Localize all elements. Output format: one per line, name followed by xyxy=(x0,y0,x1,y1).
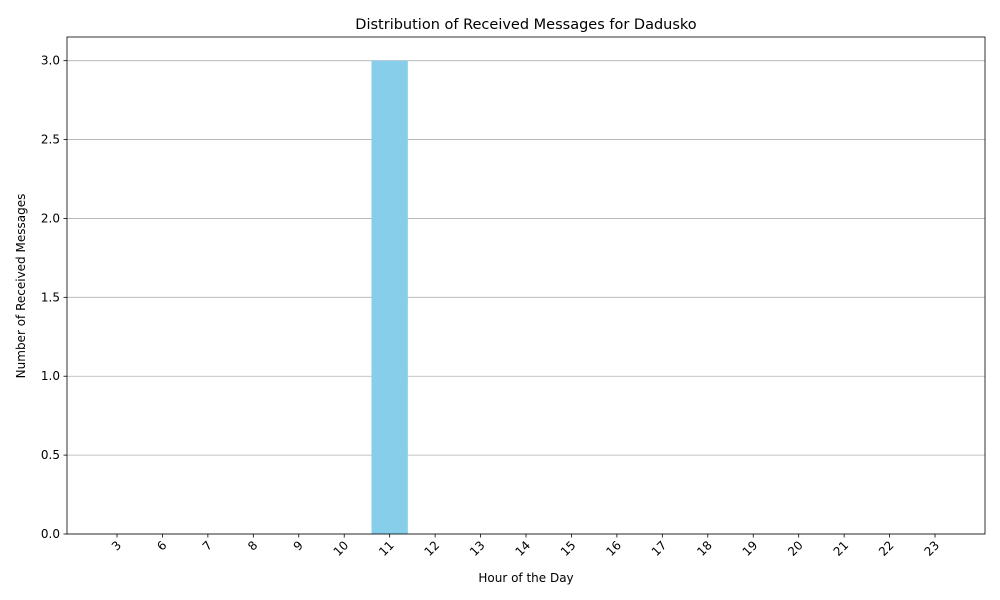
x-tick-label: 8 xyxy=(245,538,260,553)
plot-frame xyxy=(66,36,986,535)
y-tick-label: 0.5 xyxy=(41,448,60,462)
chart-title: Distribution of Received Messages for Da… xyxy=(355,17,697,33)
bars xyxy=(371,60,408,535)
x-tick-label: 11 xyxy=(376,538,397,559)
y-tick-label: 2.0 xyxy=(41,211,60,225)
x-tick-label: 21 xyxy=(831,538,852,559)
grid-lines xyxy=(67,60,985,535)
x-tick-label: 19 xyxy=(740,538,761,559)
y-tick-label: 1.5 xyxy=(41,290,60,304)
y-axis-label: Number of Received Messages xyxy=(14,194,28,379)
x-tick-label: 12 xyxy=(422,538,443,559)
y-tick-label: 0.0 xyxy=(41,527,60,541)
y-tick-label: 2.5 xyxy=(41,133,60,147)
x-tick-label: 10 xyxy=(331,538,352,559)
x-tick-label: 9 xyxy=(291,538,306,553)
x-axis-label: Hour of the Day xyxy=(478,571,573,585)
bar-hour-11 xyxy=(371,60,408,535)
x-tick-label: 20 xyxy=(785,538,806,559)
x-tick-label: 15 xyxy=(558,538,579,559)
y-axis-ticks: 0.0 0.5 1.0 1.5 2.0 2.5 3.0 xyxy=(41,54,67,541)
x-tick-label: 14 xyxy=(512,538,533,559)
x-axis-ticks: 3 6 7 8 9 10 11 12 13 14 15 16 17 18 19 20 21 22 23 xyxy=(109,534,942,559)
x-tick-label: 3 xyxy=(109,538,124,553)
x-tick-label: 18 xyxy=(694,538,715,559)
x-tick-label: 6 xyxy=(154,538,169,553)
x-tick-label: 16 xyxy=(603,538,624,559)
x-tick-label: 23 xyxy=(921,538,942,559)
x-tick-label: 17 xyxy=(649,538,670,559)
x-tick-label: 22 xyxy=(876,538,897,559)
y-tick-label: 1.0 xyxy=(41,369,60,383)
x-tick-label: 7 xyxy=(200,538,215,553)
y-tick-label: 3.0 xyxy=(41,54,60,68)
x-tick-label: 13 xyxy=(467,538,488,559)
